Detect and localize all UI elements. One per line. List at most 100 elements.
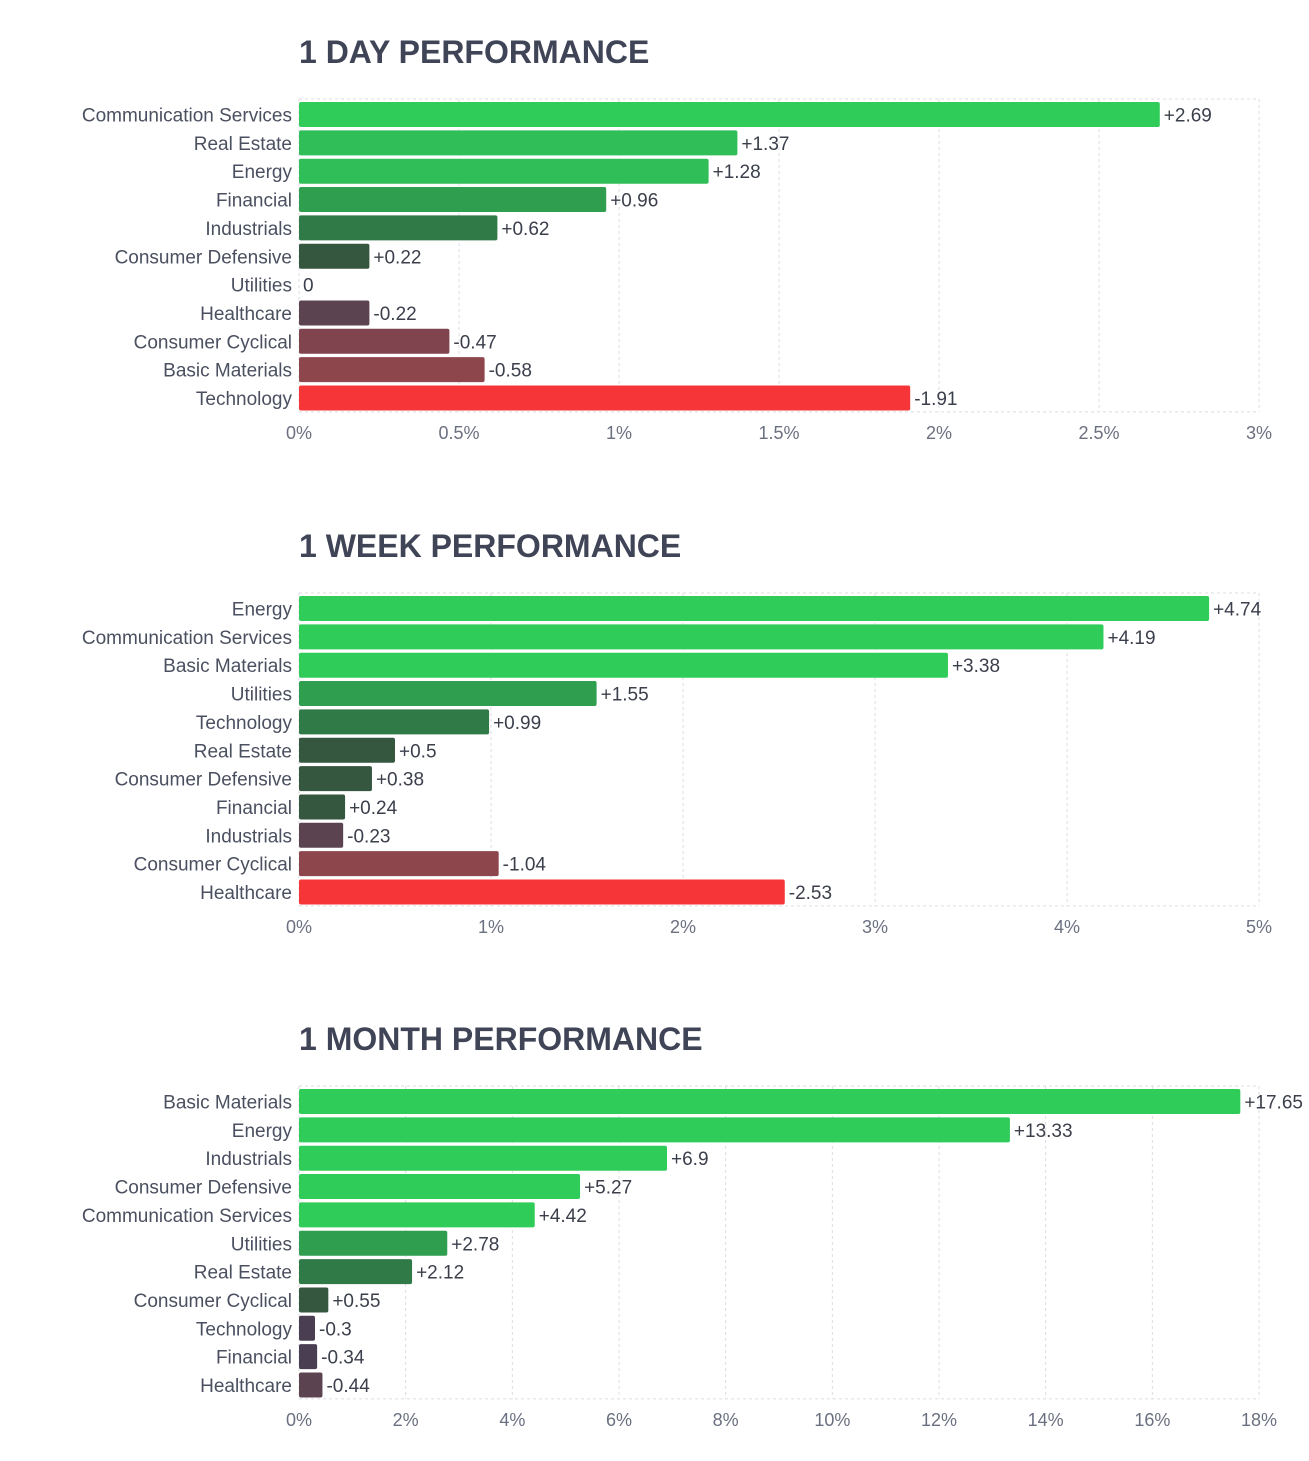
bar-consumer-cyclical[interactable]: [299, 328, 450, 354]
category-label-basic-materials: Basic Materials: [163, 361, 292, 382]
chart-1-day: 1 DAY PERFORMANCE 0% 0.5% 1% 1.5% 2% 2.5% 3% Com…: [0, 0, 1309, 470]
bar-industrials[interactable]: [299, 1145, 667, 1171]
bar-communication-services[interactable]: [299, 102, 1160, 127]
category-label-healthcare: Healthcare: [200, 304, 292, 325]
grid: [298, 98, 1260, 413]
category-label-financial: Financial: [216, 1348, 292, 1369]
bar-industrials[interactable]: [299, 822, 344, 848]
value-label-basic-materials: +17.65: [1244, 1093, 1303, 1114]
category-label-technology: Technology: [196, 1319, 293, 1340]
bar-utilities[interactable]: [299, 681, 597, 707]
bar-real-estate[interactable]: [299, 737, 395, 763]
bar-consumer-cyclical[interactable]: [299, 851, 499, 877]
value-label-consumer-cyclical: +0.55: [332, 1291, 380, 1312]
category-label-basic-materials: Basic Materials: [163, 1093, 292, 1114]
chart-1-day-svg: 1 DAY PERFORMANCE 0% 0.5% 1% 1.5% 2% 2.5% 3% Com…: [82, 34, 1272, 443]
category-label-communication-services: Communication Services: [82, 106, 292, 127]
category-label-real-estate: Real Estate: [194, 741, 292, 762]
category-label-utilities: Utilities: [231, 685, 292, 706]
bar-technology[interactable]: [299, 385, 911, 411]
category-label-consumer-defensive: Consumer Defensive: [115, 1178, 292, 1199]
category-label-energy: Energy: [232, 1121, 293, 1142]
chart-1-month: 1 MONTH PERFORMANCE 0% 2% 4% 6% 8% 10% 12% 14% 16…: [0, 987, 1309, 1461]
bar-consumer-defensive[interactable]: [299, 243, 370, 269]
value-label-energy: +4.74: [1213, 600, 1262, 621]
value-label-industrials: +6.9: [671, 1149, 709, 1170]
tick-label: 6%: [606, 1410, 632, 1430]
value-label-consumer-cyclical: -0.47: [453, 332, 496, 353]
chart-title: 1 DAY PERFORMANCE: [299, 34, 649, 70]
bar-energy[interactable]: [299, 158, 709, 184]
chart-title: 1 WEEK PERFORMANCE: [299, 528, 681, 564]
bar-energy[interactable]: [299, 596, 1210, 621]
tick-label: 18%: [1241, 1410, 1277, 1430]
value-label-consumer-defensive: +0.22: [373, 247, 421, 268]
category-label-utilities: Utilities: [231, 276, 292, 297]
category-label-healthcare: Healthcare: [200, 883, 292, 904]
bar-healthcare[interactable]: [299, 879, 785, 905]
category-label-industrials: Industrials: [205, 219, 292, 240]
bar-financial[interactable]: [299, 187, 607, 213]
bar-consumer-defensive[interactable]: [299, 1174, 581, 1200]
value-label-healthcare: -2.53: [789, 883, 832, 904]
category-label-technology: Technology: [196, 389, 293, 410]
value-label-industrials: -0.23: [347, 826, 390, 847]
tick-label: 4%: [1054, 917, 1080, 937]
bar-basic-materials[interactable]: [299, 1089, 1241, 1114]
category-label-consumer-cyclical: Consumer Cyclical: [134, 855, 292, 876]
value-label-real-estate: +0.5: [399, 741, 437, 762]
category-label-financial: Financial: [216, 191, 292, 212]
bar-basic-materials[interactable]: [299, 357, 485, 383]
tick-label: 3%: [1246, 423, 1272, 443]
bar-technology[interactable]: [299, 709, 490, 735]
category-label-energy: Energy: [232, 600, 293, 621]
value-label-financial: +0.24: [349, 798, 398, 819]
tick-label: 2.5%: [1078, 423, 1119, 443]
bar-healthcare[interactable]: [299, 1372, 323, 1398]
category-label-consumer-defensive: Consumer Defensive: [115, 247, 292, 268]
tick-label: 2%: [670, 917, 696, 937]
value-label-energy: +13.33: [1014, 1121, 1073, 1142]
tick-label: 0%: [286, 917, 312, 937]
value-label-healthcare: -0.44: [326, 1376, 370, 1397]
x-axis: 0% 0.5% 1% 1.5% 2% 2.5% 3%: [286, 423, 1272, 443]
bar-financial[interactable]: [299, 794, 346, 820]
bar-real-estate[interactable]: [299, 130, 738, 156]
bar-energy[interactable]: [299, 1117, 1010, 1143]
value-label-real-estate: +2.12: [416, 1263, 464, 1284]
value-label-communication-services: +2.69: [1164, 106, 1212, 127]
category-label-utilities: Utilities: [231, 1234, 292, 1255]
category-label-consumer-cyclical: Consumer Cyclical: [134, 332, 292, 353]
category-label-real-estate: Real Estate: [194, 1263, 292, 1284]
category-label-technology: Technology: [196, 713, 293, 734]
value-label-real-estate: +1.37: [741, 134, 789, 155]
tick-label: 8%: [713, 1410, 739, 1430]
bar-industrials[interactable]: [299, 215, 498, 241]
value-label-energy: +1.28: [713, 162, 761, 183]
tick-label: 4%: [499, 1410, 525, 1430]
bar-healthcare[interactable]: [299, 300, 370, 326]
value-label-communication-services: +4.42: [539, 1206, 587, 1227]
bar-utilities[interactable]: [299, 1230, 448, 1256]
category-label-financial: Financial: [216, 798, 292, 819]
value-label-industrials: +0.62: [501, 219, 549, 240]
value-label-financial: -0.34: [321, 1348, 365, 1369]
bar-financial[interactable]: [299, 1344, 318, 1370]
bar-consumer-cyclical[interactable]: [299, 1287, 329, 1313]
bar-communication-services[interactable]: [299, 624, 1104, 650]
value-label-utilities: 0: [303, 276, 314, 297]
bar-communication-services[interactable]: [299, 1202, 535, 1228]
category-label-communication-services: Communication Services: [82, 628, 292, 649]
chart-1-week-svg: 1 WEEK PERFORMANCE 0% 1% 2% 3% 4% 5% Energy +4.7…: [82, 528, 1272, 937]
bar-technology[interactable]: [299, 1315, 315, 1341]
bar-real-estate[interactable]: [299, 1259, 413, 1285]
x-axis: 0% 1% 2% 3% 4% 5%: [286, 917, 1272, 937]
category-label-energy: Energy: [232, 162, 293, 183]
bar-basic-materials[interactable]: [299, 652, 948, 678]
tick-label: 0%: [286, 1410, 312, 1430]
bars: Communication Services +2.69 Real Estate +1…: [82, 102, 1212, 411]
tick-label: 3%: [862, 917, 888, 937]
tick-label: 1%: [478, 917, 504, 937]
value-label-consumer-defensive: +5.27: [584, 1178, 632, 1199]
bar-consumer-defensive[interactable]: [299, 766, 372, 792]
